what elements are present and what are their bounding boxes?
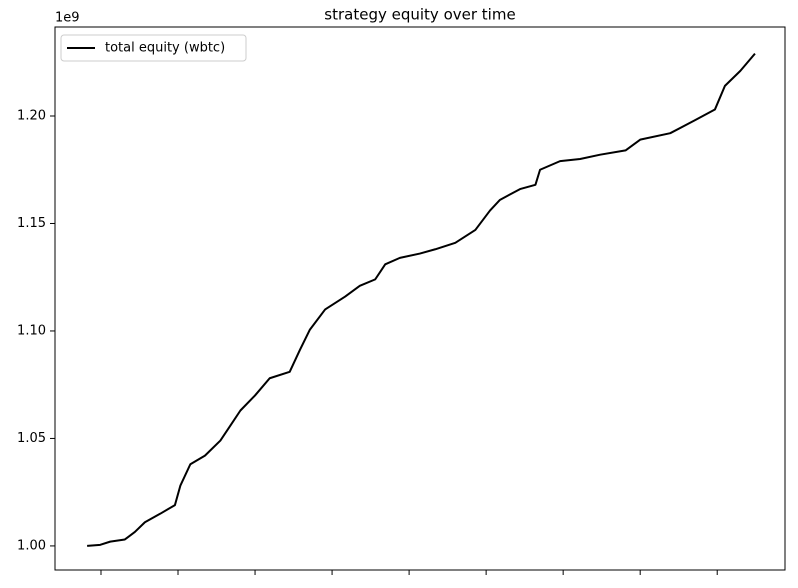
series-line [87, 53, 756, 547]
chart-title: strategy equity over time [324, 6, 515, 24]
legend-box [60, 34, 247, 62]
y-tick-label: 1.05 [17, 431, 46, 446]
y-tick-label: 1.10 [17, 323, 46, 338]
y-tick-label: 1.15 [17, 216, 46, 231]
y-offset-label: 1e9 [55, 11, 80, 26]
y-tick-label: 1.00 [17, 538, 46, 553]
y-tick-label: 1.20 [17, 108, 46, 123]
plot-frame [54, 26, 786, 571]
legend-label: total equity (wbtc) [105, 41, 225, 56]
